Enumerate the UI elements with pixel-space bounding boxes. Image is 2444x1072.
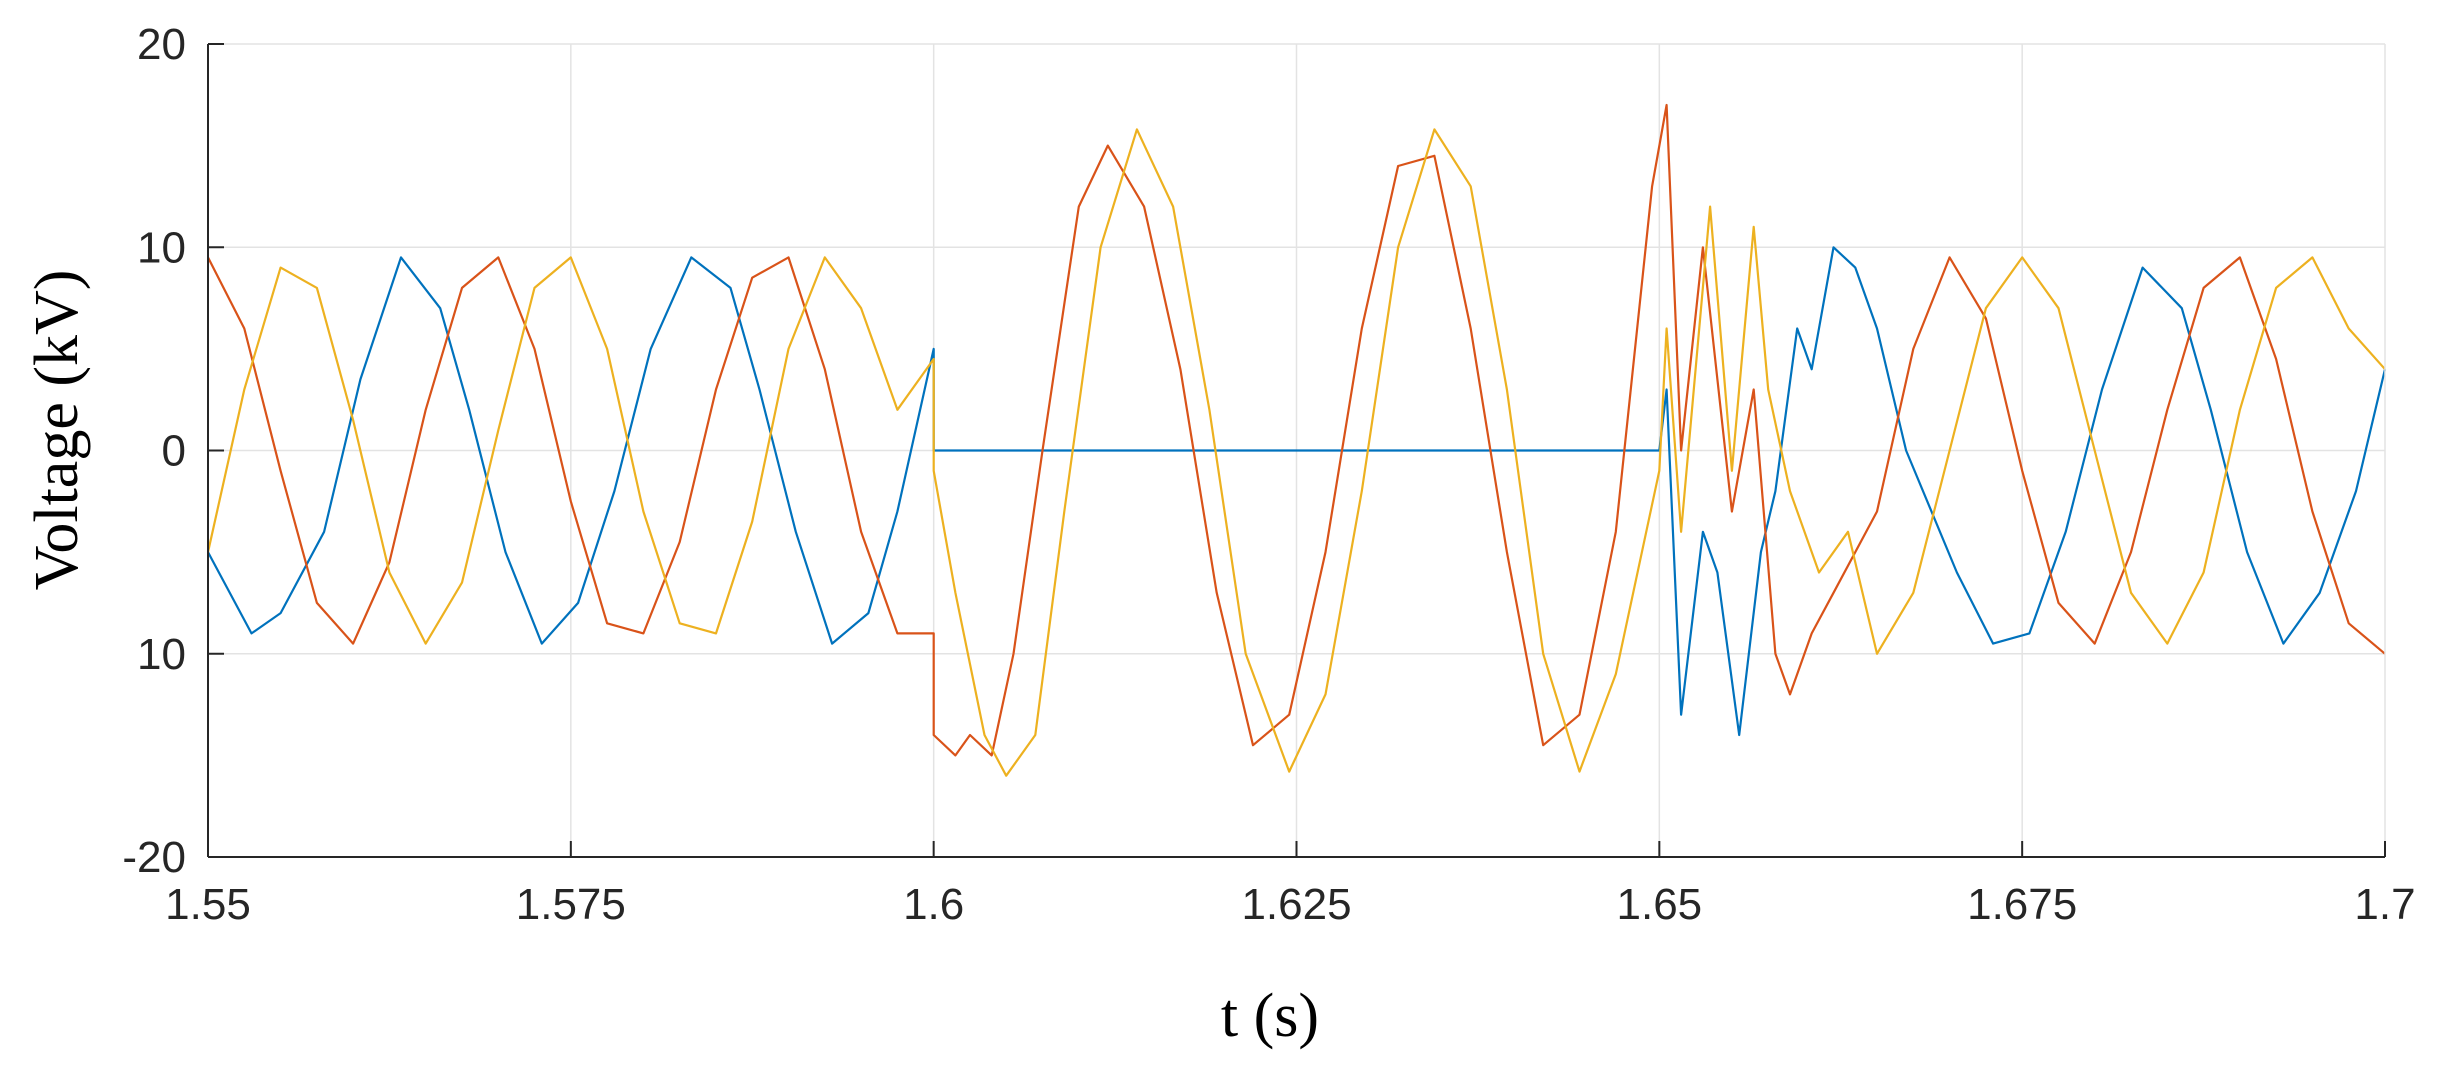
x-tick-label: 1.675: [1967, 880, 2077, 929]
x-tick-label: 1.65: [1617, 880, 1703, 929]
series-line-2: [207, 103, 2386, 757]
y-axis-label: Voltage (kV): [23, 270, 91, 591]
y-tick-label: 20: [137, 20, 186, 69]
y-tick-label: 10: [137, 223, 186, 272]
y-tick-label: 0: [162, 427, 186, 476]
x-tick-label: 1.7: [2354, 880, 2415, 929]
x-tick-label: 1.6: [903, 880, 964, 929]
series-line-3: [206, 128, 2386, 777]
y-tick-label: 10: [137, 630, 186, 679]
series-lines: [206, 103, 2387, 777]
x-axis-label: t (s): [1221, 982, 1319, 1050]
x-tick-label: 1.625: [1241, 880, 1351, 929]
x-tick-label: 1.55: [165, 880, 251, 929]
tick-labels: 1.55 1.575 1.6 1.625 1.65 1.675 1.7 20 10 0 10 -20: [122, 20, 2415, 929]
y-tick-label: -20: [122, 833, 186, 882]
axes: [207, 43, 2386, 858]
x-tick-label: 1.575: [516, 880, 626, 929]
